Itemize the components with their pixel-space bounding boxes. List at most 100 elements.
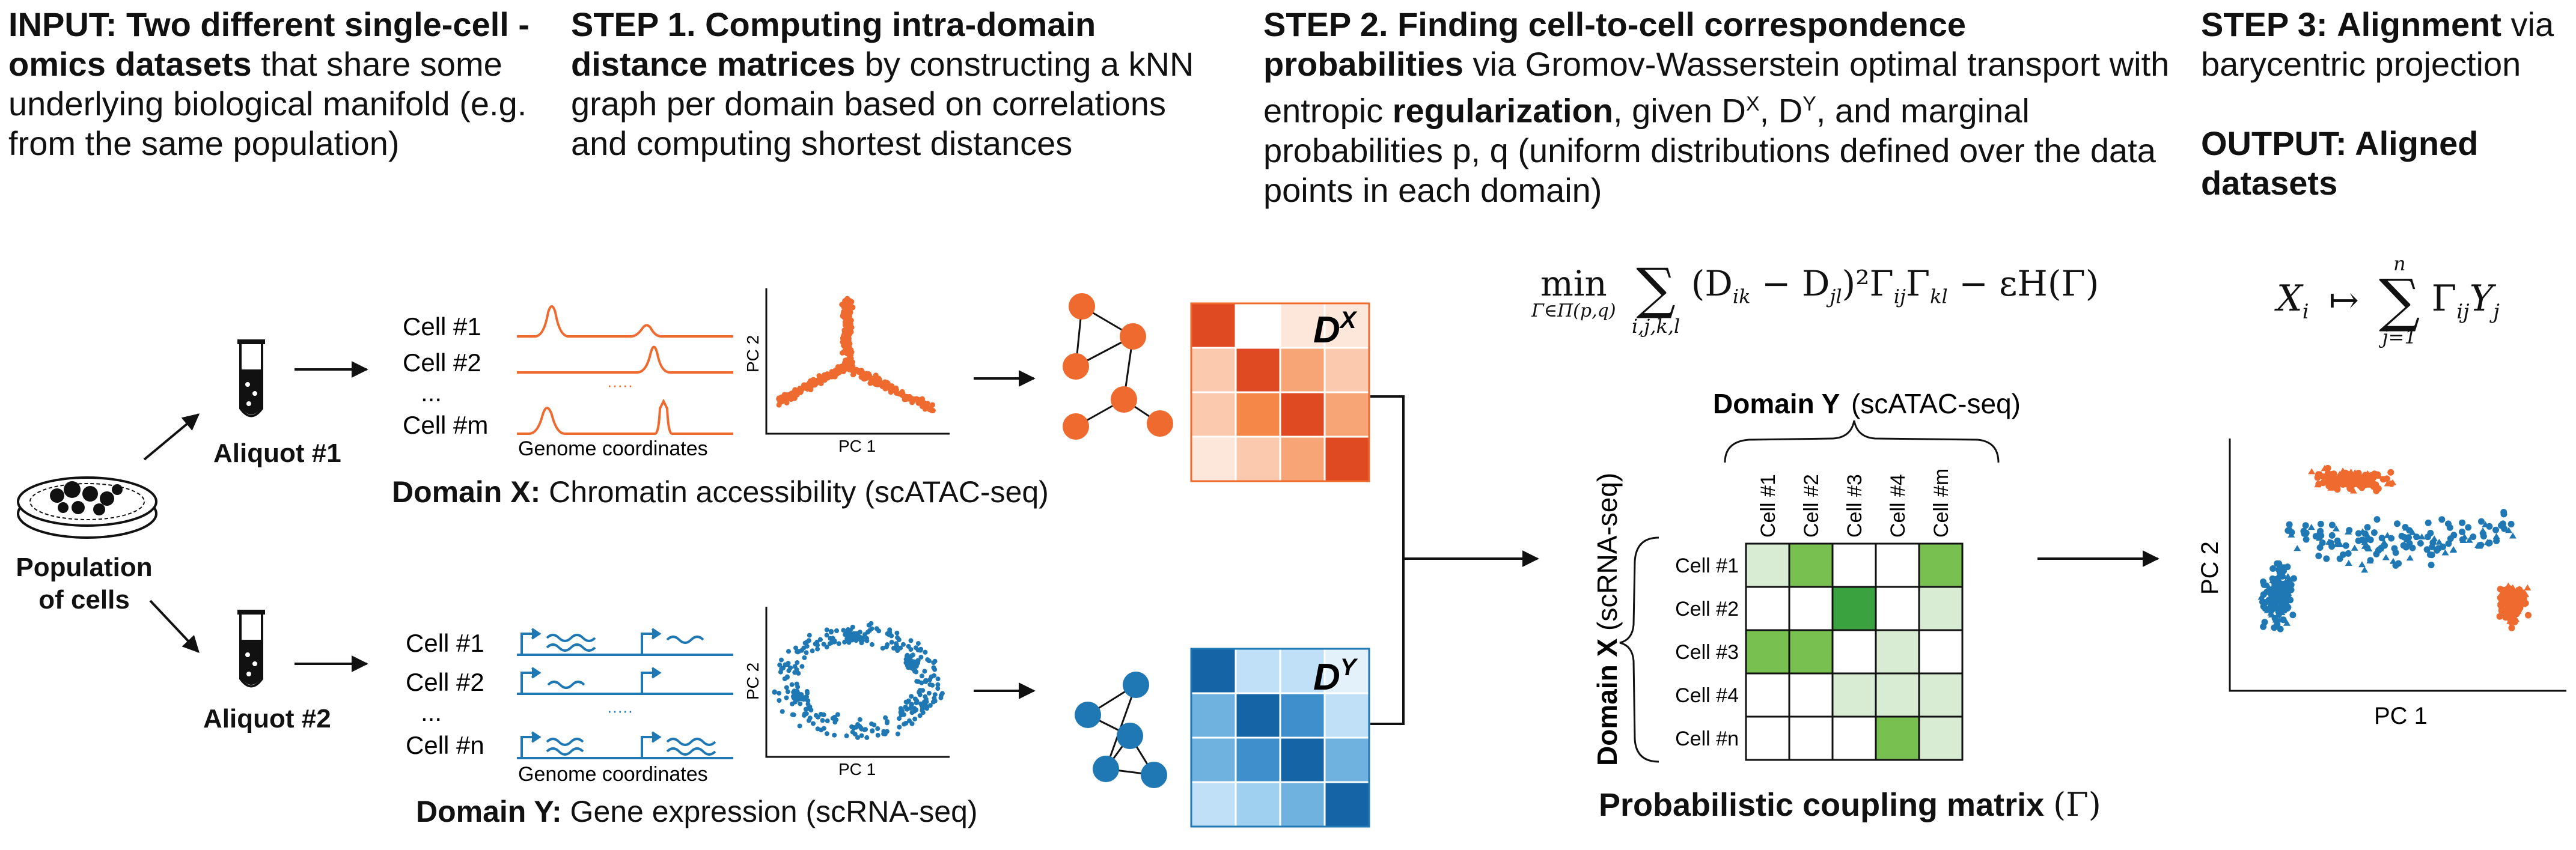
aligned-point xyxy=(2325,482,2333,490)
rna-point xyxy=(885,642,890,648)
atac-track-m xyxy=(517,398,733,435)
rna-point xyxy=(832,639,837,645)
aligned-point xyxy=(2500,592,2507,599)
aligned-point xyxy=(2325,476,2332,483)
aligned-point xyxy=(2478,518,2485,525)
step2-title: STEP 2. xyxy=(1263,5,1388,43)
aligned-point xyxy=(2497,598,2504,604)
aligned-point xyxy=(2273,593,2280,600)
aligned-point xyxy=(2492,526,2499,533)
rna-point xyxy=(922,669,927,674)
rna-point xyxy=(869,626,874,631)
aligned-point xyxy=(2286,578,2293,585)
aligned-point xyxy=(2367,477,2375,484)
rna-point xyxy=(868,621,874,626)
projection-sum-symbol: ∑ xyxy=(2379,267,2420,334)
atac-point xyxy=(929,408,935,414)
rna-cell-n-label: Cell #n xyxy=(406,731,484,759)
matrix-cell xyxy=(1190,648,1237,694)
rna-point xyxy=(931,660,936,666)
rna-point xyxy=(844,733,849,738)
matrix-cell xyxy=(1190,436,1237,482)
coupling-cell xyxy=(1745,586,1790,631)
eq-sum-sub: i,j,k,l xyxy=(1631,315,1680,338)
rna-point xyxy=(880,646,885,651)
coupling-top-brace xyxy=(1724,420,2000,463)
rna-cell-2-label: Cell #2 xyxy=(406,668,484,696)
aligned-point xyxy=(2450,532,2458,539)
step1-text: by constructing a kNN graph per domain b… xyxy=(571,45,1194,162)
aligned-point xyxy=(2378,535,2385,542)
coupling-domain-x-label: Domain X xyxy=(1592,639,1623,766)
aligned-point xyxy=(2278,601,2286,608)
step2-text-b: , given D xyxy=(1613,91,1746,130)
rna-point xyxy=(919,680,924,685)
aligned-point xyxy=(2316,533,2323,540)
step3-header: STEP 3: Alignment via barycentric projec… xyxy=(2201,5,2562,84)
aligned-point xyxy=(2524,584,2532,590)
coupling-cell xyxy=(1788,586,1834,631)
matrix-cell xyxy=(1190,302,1237,349)
rna-point xyxy=(863,727,868,732)
rna-point xyxy=(908,705,913,711)
rna-point xyxy=(858,725,864,730)
rna-point xyxy=(909,710,915,715)
coupling-cell xyxy=(1831,586,1877,631)
aligned-point xyxy=(2289,612,2297,619)
rna-point xyxy=(807,633,812,638)
rna-pca-plot: PC 1 PC 2 xyxy=(743,607,950,779)
matrix-cell xyxy=(1235,391,1281,438)
rna-point xyxy=(804,650,809,655)
rna-point xyxy=(833,717,838,723)
matrix-cell xyxy=(1279,347,1326,393)
arrow-to-aliquot2 xyxy=(149,600,200,654)
aligned-point xyxy=(2260,578,2267,585)
rna-point xyxy=(909,721,915,726)
input-text: that share some underlying biological ma… xyxy=(8,45,527,162)
rna-point xyxy=(845,630,850,634)
atac-point xyxy=(906,393,912,399)
domain-x-label: Domain X: Chromatin accessibility (scATA… xyxy=(392,475,1049,509)
coupling-row-header: Cell #2 xyxy=(1675,598,1739,621)
rna-point xyxy=(792,670,798,675)
aligned-point xyxy=(2438,516,2446,523)
rna-point xyxy=(894,641,899,646)
rna-point xyxy=(815,643,820,648)
rna-point xyxy=(808,708,814,713)
step2-sup-x: X xyxy=(1745,93,1760,115)
aligned-point xyxy=(2507,604,2515,612)
aligned-point xyxy=(2301,530,2308,537)
aligned-point xyxy=(2268,597,2275,604)
rna-point xyxy=(915,641,921,646)
step1-bold-text: Computing intra-domain distance matrices xyxy=(571,5,1096,83)
rna-point xyxy=(855,722,861,727)
aligned-point xyxy=(2398,532,2405,539)
rna-point xyxy=(842,639,847,645)
rna-point xyxy=(849,724,855,729)
aligned-point xyxy=(2361,539,2369,545)
input-bold-text: Two different single-cell -omics dataset… xyxy=(8,5,530,83)
matrix-cell xyxy=(1279,781,1326,828)
aligned-point xyxy=(2286,521,2293,528)
aligned-point xyxy=(2493,537,2500,544)
aligned-point xyxy=(2338,478,2345,485)
aligned-point xyxy=(2384,480,2391,487)
rna-point xyxy=(783,662,788,667)
aligned-point xyxy=(2367,557,2374,564)
coupling-cell xyxy=(1831,629,1877,675)
rna-point xyxy=(901,642,906,647)
aligned-point xyxy=(2364,524,2371,531)
rna-point xyxy=(903,660,909,666)
rna-point xyxy=(795,684,801,690)
coupling-cell xyxy=(1831,542,1877,588)
rna-point xyxy=(895,635,900,640)
coupling-row-header: Cell #1 xyxy=(1675,554,1739,577)
rna-point xyxy=(897,724,902,730)
aligned-point xyxy=(2287,597,2294,604)
aligned-point xyxy=(2482,521,2489,527)
aligned-point xyxy=(2277,625,2284,633)
rna-point xyxy=(918,646,924,652)
aligned-point xyxy=(2269,565,2277,572)
aligned-point xyxy=(2317,527,2324,535)
rna-knn-graph xyxy=(1075,672,1167,788)
